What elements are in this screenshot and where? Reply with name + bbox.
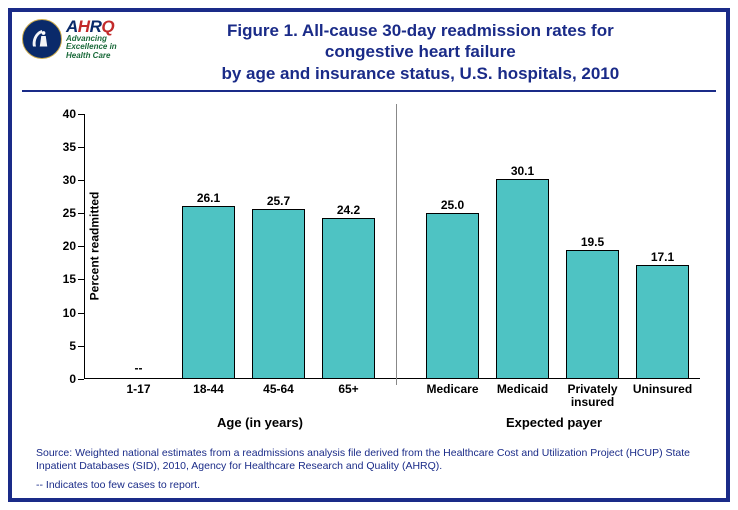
source-text: Source: Weighted national estimates from… <box>36 447 706 473</box>
bar: 30.1 <box>496 179 549 378</box>
y-tick-label: 15 <box>63 272 76 286</box>
hhs-logo-icon <box>22 19 62 59</box>
group-label: Expected payer <box>506 415 602 430</box>
ahrq-wordmark: AHRQ <box>66 18 117 35</box>
bar: 25.7 <box>252 209 305 379</box>
logo-block: AHRQ Advancing Excellence in Health Care <box>22 18 117 60</box>
y-tick-label: 0 <box>69 372 76 386</box>
x-tick-label: Medicare <box>418 383 488 396</box>
x-tick-label: Privatelyinsured <box>558 383 628 409</box>
title-line-1: Figure 1. All-cause 30-day readmission r… <box>125 20 716 41</box>
y-tick-label: 30 <box>63 173 76 187</box>
ahrq-tagline-3: Health Care <box>66 52 117 60</box>
y-tick <box>78 180 84 181</box>
bar-value-label: 25.0 <box>441 198 464 212</box>
bar-value-label: 25.7 <box>267 194 290 208</box>
bar: 24.2 <box>322 218 375 378</box>
y-tick <box>78 279 84 280</box>
ahrq-logo: AHRQ Advancing Excellence in Health Care <box>66 18 117 60</box>
bar-value-label: 24.2 <box>337 203 360 217</box>
x-tick-label: Medicaid <box>488 383 558 396</box>
bar: 25.0 <box>426 213 479 379</box>
figure-frame: AHRQ Advancing Excellence in Health Care… <box>8 8 730 502</box>
footnote: -- Indicates too few cases to report. <box>36 479 706 492</box>
y-tick <box>78 114 84 115</box>
y-tick-label: 5 <box>69 339 76 353</box>
bar-value-label: 19.5 <box>581 235 604 249</box>
y-tick-label: 20 <box>63 239 76 253</box>
y-tick <box>78 313 84 314</box>
bar: 19.5 <box>566 250 619 379</box>
bar-value-label: 17.1 <box>651 250 674 264</box>
bar-value-label: 30.1 <box>511 164 534 178</box>
y-tick <box>78 346 84 347</box>
y-tick-label: 25 <box>63 206 76 220</box>
title-line-2: congestive heart failure <box>125 41 716 62</box>
plot: Percent readmitted --26.125.724.225.030.… <box>84 114 700 379</box>
bar: 17.1 <box>636 265 689 378</box>
y-tick <box>78 246 84 247</box>
y-tick <box>78 147 84 148</box>
x-tick-label: 18-44 <box>174 383 244 396</box>
x-tick-label: Uninsured <box>628 383 698 396</box>
bar-value-label: -- <box>135 361 143 375</box>
title-line-3: by age and insurance status, U.S. hospit… <box>125 63 716 84</box>
bars-layer: -- 26.1 25.7 24.2 25.0 30.1 19.5 17.1 <box>84 114 700 379</box>
bar: 26.1 <box>182 206 235 379</box>
y-tick <box>78 213 84 214</box>
footer: Source: Weighted national estimates from… <box>22 443 716 492</box>
x-tick-label: 1-17 <box>104 383 174 396</box>
y-tick <box>78 379 84 380</box>
group-divider <box>396 104 397 385</box>
header: AHRQ Advancing Excellence in Health Care… <box>22 18 716 92</box>
x-tick-label: 45-64 <box>244 383 314 396</box>
y-tick-label: 40 <box>63 107 76 121</box>
group-label: Age (in years) <box>217 415 303 430</box>
chart-area: Percent readmitted --26.125.724.225.030.… <box>22 92 716 443</box>
figure-title: Figure 1. All-cause 30-day readmission r… <box>125 18 716 84</box>
y-tick-label: 35 <box>63 140 76 154</box>
bar-value-label: 26.1 <box>197 191 220 205</box>
x-tick-label: 65+ <box>314 383 384 396</box>
y-tick-label: 10 <box>63 306 76 320</box>
